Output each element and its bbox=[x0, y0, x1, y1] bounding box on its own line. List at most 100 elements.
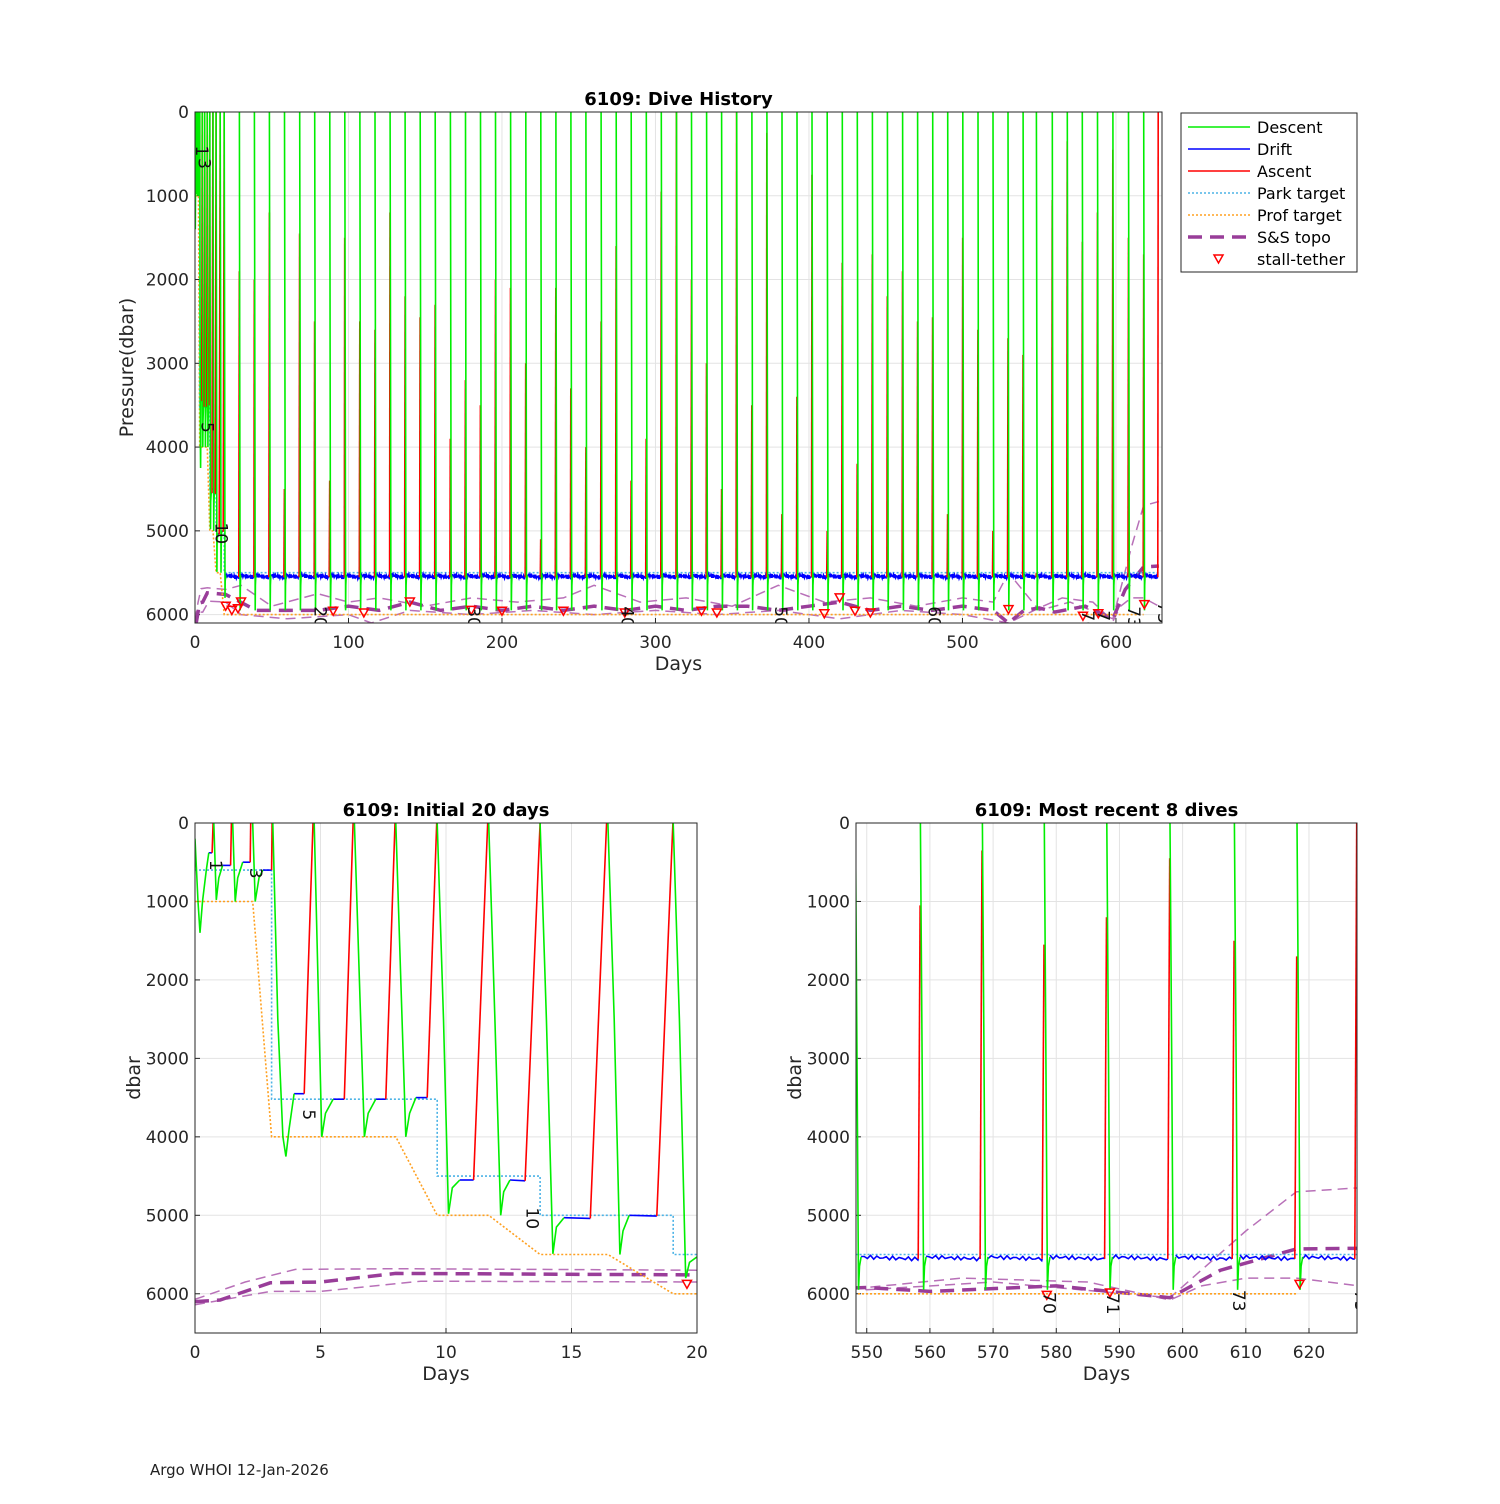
x-tick-label: 580 bbox=[1040, 1343, 1072, 1363]
x-tick-label: 600 bbox=[1166, 1343, 1198, 1363]
x-tick-label: 15 bbox=[561, 1343, 583, 1363]
dive-number-label: 30 bbox=[463, 606, 483, 628]
y-tick-label: 1000 bbox=[807, 892, 850, 912]
y-axis-label: dbar bbox=[784, 1056, 806, 1100]
dive-number-label: 3 bbox=[193, 158, 213, 169]
y-tick-label: 4000 bbox=[146, 438, 189, 458]
dive-number-label: 75 bbox=[1153, 602, 1173, 624]
ascent-segment bbox=[284, 489, 285, 577]
legend-label: Park target bbox=[1257, 184, 1345, 203]
dive-number-label: 73 bbox=[1123, 606, 1143, 628]
ascent-segment bbox=[1404, 917, 1412, 1259]
ascent-segment bbox=[1036, 573, 1037, 578]
x-tick-label: 200 bbox=[486, 633, 518, 653]
footer-credit: Argo WHOI 12-Jan-2026 bbox=[150, 1461, 329, 1479]
drift-segment bbox=[806, 1255, 853, 1260]
y-tick-label: 0 bbox=[178, 814, 189, 834]
y-tick-label: 3000 bbox=[807, 1049, 850, 1069]
drift-segment bbox=[510, 1180, 525, 1181]
dive-number-label: 71 bbox=[1093, 610, 1113, 632]
x-tick-label: 590 bbox=[1103, 1343, 1135, 1363]
ascent-segment bbox=[212, 823, 213, 853]
drift-segment bbox=[744, 1256, 798, 1261]
x-tick-label: 100 bbox=[332, 633, 364, 653]
dive-number-label: 50 bbox=[770, 606, 790, 628]
dive-number-label: 60 bbox=[924, 606, 944, 628]
legend: Descent Drift Ascent Park target Prof target… bbox=[1181, 113, 1357, 272]
y-tick-label: 0 bbox=[178, 103, 189, 123]
y-tick-label: 5000 bbox=[807, 1206, 850, 1226]
x-tick-label: 0 bbox=[190, 633, 201, 653]
dive-number-label: 10 bbox=[521, 1207, 541, 1229]
ascent-segment bbox=[736, 1035, 738, 1259]
y-tick-label: 4000 bbox=[807, 1128, 850, 1148]
x-tick-label: 20 bbox=[686, 1343, 708, 1363]
legend-label: Drift bbox=[1257, 140, 1292, 159]
ascent-segment bbox=[116, 1153, 118, 1259]
dive-number-label: 1 bbox=[205, 860, 225, 871]
y-tick-label: 5000 bbox=[146, 1206, 189, 1226]
drift-segment bbox=[62, 1255, 116, 1260]
x-tick-label: 600 bbox=[1100, 633, 1132, 653]
dive-number-label: 5 bbox=[197, 422, 217, 433]
legend-label: Descent bbox=[1257, 118, 1323, 137]
dive-number-label: 70 bbox=[1039, 1292, 1059, 1314]
y-tick-label: 4000 bbox=[146, 1128, 189, 1148]
x-tick-label: 610 bbox=[1230, 1343, 1262, 1363]
x-tick-label: 300 bbox=[639, 633, 671, 653]
y-tick-label: 1000 bbox=[146, 892, 189, 912]
y-axis-label: dbar bbox=[123, 1056, 145, 1100]
x-axis-label: Days bbox=[655, 653, 702, 675]
dive-number-label: 10 bbox=[210, 522, 230, 544]
ascent-segment bbox=[231, 823, 232, 865]
x-tick-label: 560 bbox=[914, 1343, 946, 1363]
y-tick-label: 3000 bbox=[146, 1049, 189, 1069]
descent-segment bbox=[739, 823, 745, 1290]
chart-title: 6109: Initial 20 days bbox=[343, 800, 550, 821]
dive-number-label: 1 bbox=[191, 146, 211, 157]
drift-segment bbox=[629, 1215, 657, 1216]
y-tick-label: 6000 bbox=[807, 1285, 850, 1305]
dive-number-label: 71 bbox=[1102, 1293, 1122, 1315]
ascent-segment bbox=[54, 964, 56, 1259]
y-tick-label: 6000 bbox=[146, 1285, 189, 1305]
x-tick-label: 500 bbox=[946, 633, 978, 653]
legend-label: S&S topo bbox=[1257, 228, 1331, 247]
x-tick-label: 570 bbox=[977, 1343, 1009, 1363]
ascent-segment bbox=[272, 823, 273, 870]
drift-segment bbox=[564, 1218, 590, 1219]
dive-number-label: 75 bbox=[1350, 1290, 1370, 1312]
drift-segment bbox=[124, 1256, 178, 1261]
x-tick-label: 10 bbox=[435, 1343, 457, 1363]
descent-segment bbox=[56, 823, 62, 1290]
dive-number-label: 73 bbox=[1228, 1290, 1248, 1312]
x-tick-label: 400 bbox=[793, 633, 825, 653]
y-tick-label: 2000 bbox=[146, 271, 189, 291]
legend-label: stall-tether bbox=[1257, 250, 1345, 269]
y-tick-label: 2000 bbox=[807, 971, 850, 991]
y-tick-label: 0 bbox=[839, 814, 850, 834]
x-axis-label: Days bbox=[422, 1363, 469, 1385]
y-tick-label: 6000 bbox=[146, 606, 189, 626]
x-tick-label: 550 bbox=[851, 1343, 883, 1363]
ascent-segment bbox=[250, 823, 251, 862]
legend-label: Ascent bbox=[1257, 162, 1311, 181]
dive-number-label: 20 bbox=[310, 606, 330, 628]
dive-number-label: 3 bbox=[245, 868, 265, 879]
y-axis-label: Pressure(dbar) bbox=[116, 298, 138, 438]
chart-title: 6109: Most recent 8 dives bbox=[975, 800, 1239, 821]
x-tick-label: 620 bbox=[1293, 1343, 1325, 1363]
ascent-segment bbox=[853, 1255, 855, 1259]
dive-number-label: 5 bbox=[298, 1109, 318, 1120]
drift-segment bbox=[1435, 1256, 1500, 1261]
legend-label: Prof target bbox=[1257, 206, 1342, 225]
x-tick-label: 5 bbox=[315, 1343, 326, 1363]
x-tick-label: 0 bbox=[190, 1343, 201, 1363]
y-tick-label: 3000 bbox=[146, 354, 189, 374]
y-tick-label: 1000 bbox=[146, 187, 189, 207]
plot-area bbox=[195, 112, 1162, 623]
y-tick-label: 5000 bbox=[146, 522, 189, 542]
